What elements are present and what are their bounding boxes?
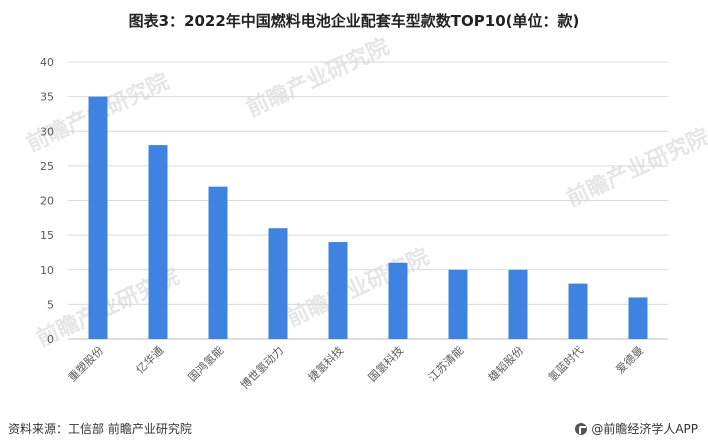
y-tick-label: 0 bbox=[47, 333, 54, 346]
x-category-label: 重塑股份 bbox=[65, 343, 106, 384]
x-category-label: 江苏清能 bbox=[425, 343, 466, 384]
y-tick-label: 15 bbox=[40, 229, 54, 242]
y-tick-label: 35 bbox=[40, 91, 54, 104]
x-category-label: 国鸿氢能 bbox=[185, 343, 226, 384]
y-tick-label: 5 bbox=[47, 298, 54, 311]
bar-国氢科技 bbox=[388, 262, 408, 339]
brand-credit: @前瞻经济学人APP bbox=[575, 420, 698, 437]
bar-国鸿氢能 bbox=[208, 186, 228, 339]
chart-title: 图表3：2022年中国燃料电池企业配套车型款数TOP10(单位：款) bbox=[128, 12, 580, 30]
bar-亿华通 bbox=[148, 145, 168, 339]
y-tick-label: 40 bbox=[40, 56, 54, 69]
x-category-label: 爱德曼 bbox=[613, 343, 646, 376]
bar-重塑股份 bbox=[88, 96, 108, 339]
x-category-label: 捷氢科技 bbox=[305, 343, 346, 384]
bar-雄韬股份 bbox=[508, 269, 528, 339]
brand-logo-icon bbox=[575, 422, 588, 435]
x-category-label: 氢蓝时代 bbox=[545, 343, 586, 384]
brand-text: @前瞻经济学人APP bbox=[591, 422, 698, 436]
bar-爱德曼 bbox=[628, 297, 648, 339]
bar-捷氢科技 bbox=[328, 242, 348, 339]
x-category-label: 博世氢动力 bbox=[237, 343, 286, 392]
y-tick-label: 25 bbox=[40, 160, 54, 173]
bar-氢蓝时代 bbox=[568, 283, 588, 339]
bar-博世氢动力 bbox=[268, 228, 288, 339]
source-note: 资料来源：工信部 前瞻产业研究院 bbox=[8, 422, 192, 436]
x-category-label: 亿华通 bbox=[133, 343, 166, 376]
bar-江苏清能 bbox=[448, 269, 468, 339]
x-category-label: 雄韬股份 bbox=[485, 343, 526, 384]
y-tick-label: 10 bbox=[40, 264, 54, 277]
y-tick-label: 30 bbox=[40, 125, 54, 138]
x-category-label: 国氢科技 bbox=[365, 343, 406, 384]
y-tick-label: 20 bbox=[40, 195, 54, 208]
